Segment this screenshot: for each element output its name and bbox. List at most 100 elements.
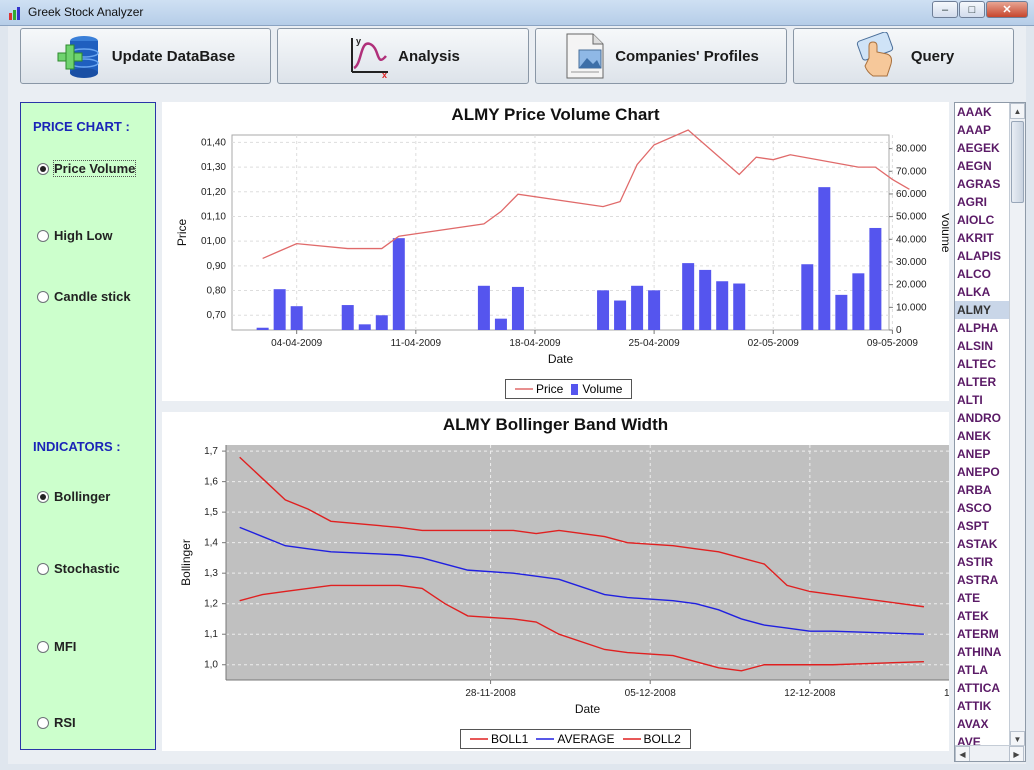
maximize-button[interactable]: □ [959,1,985,18]
ticker-item[interactable]: ALCO [957,267,991,281]
ticker-item[interactable]: AGRAS [957,177,1001,191]
chart-options-panel: PRICE CHART : Price Volume High Low Cand… [20,102,156,750]
ticker-list: AAAK AAAP AEGEK AEGN AGRAS AGRI AIOLC AKRIT ALAP… [954,102,1026,762]
volume-bar [801,264,814,330]
volume-bar [273,289,286,330]
ticker-item[interactable]: ATERM [957,627,999,641]
ticker-item[interactable]: ALTEC [957,357,997,371]
y2-tick-label: 20.000 [896,280,927,291]
ticker-item[interactable]: ATEK [957,609,989,623]
y-tick-label: 01,00 [201,236,226,247]
ticker-item[interactable]: AKRIT [957,231,994,245]
y2-tick-label: 0 [896,325,902,336]
x-tick-label: 05-12-2008 [625,688,677,699]
y-axis-title: Bollinger [179,539,193,586]
ticker-item[interactable]: AEGEK [957,141,1000,155]
ticker-item[interactable]: ANDRO [957,411,1001,425]
y-axis-title: Price [175,219,189,247]
ticker-item[interactable]: ASCO [957,501,992,515]
ticker-item[interactable]: ALPHA [957,321,999,335]
y2-tick-label: 40.000 [896,234,927,245]
y-tick-label: 1,2 [204,599,218,610]
vertical-scrollbar[interactable]: ▲ ▼ [1009,103,1025,747]
boll2-line [239,584,924,672]
y2-tick-label: 30.000 [896,257,927,268]
radio-candle-stick[interactable]: Candle stick [37,289,131,304]
main-client-area: Update DataBase y x Analysis Companies' … [8,26,1026,764]
ticker-item[interactable]: ALAPIS [957,249,1002,263]
radio-label: RSI [54,715,76,730]
ticker-item[interactable]: AAAK [957,105,992,119]
minimize-button[interactable]: – [932,1,958,18]
y-tick-label: 0,90 [207,261,227,272]
ticker-item[interactable]: ANEP [957,447,991,461]
y-tick-label: 1,1 [204,629,218,640]
scroll-down-icon[interactable]: ▼ [1010,731,1025,747]
ticker-item[interactable]: ASTRA [957,573,999,587]
radio-unselected-icon [37,716,49,729]
y-tick-label: 01,40 [201,137,226,148]
radio-mfi[interactable]: MFI [37,639,76,654]
horizontal-scrollbar[interactable]: ◀ ▶ [955,745,1025,761]
app-icon [9,7,20,20]
close-button[interactable]: ✕ [986,1,1028,18]
ticker-item[interactable]: ASTAK [957,537,998,551]
ticker-item[interactable]: ALKA [957,285,991,299]
radio-price-volume[interactable]: Price Volume [37,160,137,177]
average-line [239,526,924,635]
volume-bar [375,315,388,330]
ticker-item[interactable]: AIOLC [957,213,995,227]
chart-title: ALMY Bollinger Band Width [442,415,669,434]
ticker-item[interactable]: ATE [957,591,981,605]
radio-bollinger[interactable]: Bollinger [37,489,110,504]
window-title: Greek Stock Analyzer [28,5,144,19]
ticker-item[interactable]: ATTICA [957,681,1001,695]
ticker-item[interactable]: AVAX [957,717,989,731]
y2-tick-label: 50.000 [896,212,927,223]
legend-boll1-label: BOLL1 [491,732,529,746]
ticker-item[interactable]: AEGN [957,159,992,173]
volume-bar [392,238,405,330]
volume-bar [648,290,661,330]
radio-unselected-icon [37,562,49,575]
legend-average: AVERAGE [536,732,615,746]
ticker-item[interactable]: ASTIR [957,555,993,569]
scrollbar-thumb[interactable] [1011,121,1024,203]
ticker-item[interactable]: ANEPO [957,465,1000,479]
ticker-item[interactable]: ALSIN [957,339,993,353]
query-label: Query [910,47,955,65]
ticker-item[interactable]: ANEK [957,429,992,443]
graph-analysis-icon: y x [351,36,389,78]
ticker-item[interactable]: ATLA [957,663,989,677]
companies-profiles-button[interactable]: Companies' Profiles [535,28,787,84]
y-tick-label: 1,0 [204,660,218,671]
query-button[interactable]: Query [793,28,1014,84]
radio-rsi[interactable]: RSI [37,715,76,730]
ticker-item[interactable]: ARBA [957,483,992,497]
volume-bar [682,263,695,330]
ticker-item[interactable]: AGRI [957,195,987,209]
bollinger-chart: 1,0 1,1 1,2 1,3 1,4 1,5 1,6 1,7 28-11-2008 05-12-… [179,445,949,716]
radio-stochastic[interactable]: Stochastic [37,561,120,576]
y2-tick-label: 60.000 [896,189,927,200]
ticker-item[interactable]: AAAP [957,123,992,137]
legend-average-label: AVERAGE [557,732,615,746]
radio-high-low[interactable]: High Low [37,228,113,243]
scroll-right-icon[interactable]: ▶ [1009,746,1024,761]
volume-bar [852,273,865,330]
ticker-item[interactable]: ALTI [957,393,983,407]
y-tick-label: 1,4 [204,538,218,549]
ticker-item[interactable]: ALTER [957,375,997,389]
update-database-button[interactable]: Update DataBase [20,28,271,84]
scroll-up-icon[interactable]: ▲ [1010,103,1025,119]
radio-unselected-icon [37,229,49,242]
ticker-item[interactable]: ASPT [957,519,990,533]
x-tick-label: 04-04-2009 [271,338,323,349]
analysis-label: Analysis [398,47,460,65]
scroll-left-icon[interactable]: ◀ [955,746,970,761]
ticker-item[interactable]: ATTIK [957,699,992,713]
ticker-item[interactable]: ATHINA [957,645,1002,659]
ticker-item[interactable]: ALMY [955,301,1009,319]
y-tick-label: 1,5 [204,507,218,518]
analysis-button[interactable]: y x Analysis [277,28,529,84]
